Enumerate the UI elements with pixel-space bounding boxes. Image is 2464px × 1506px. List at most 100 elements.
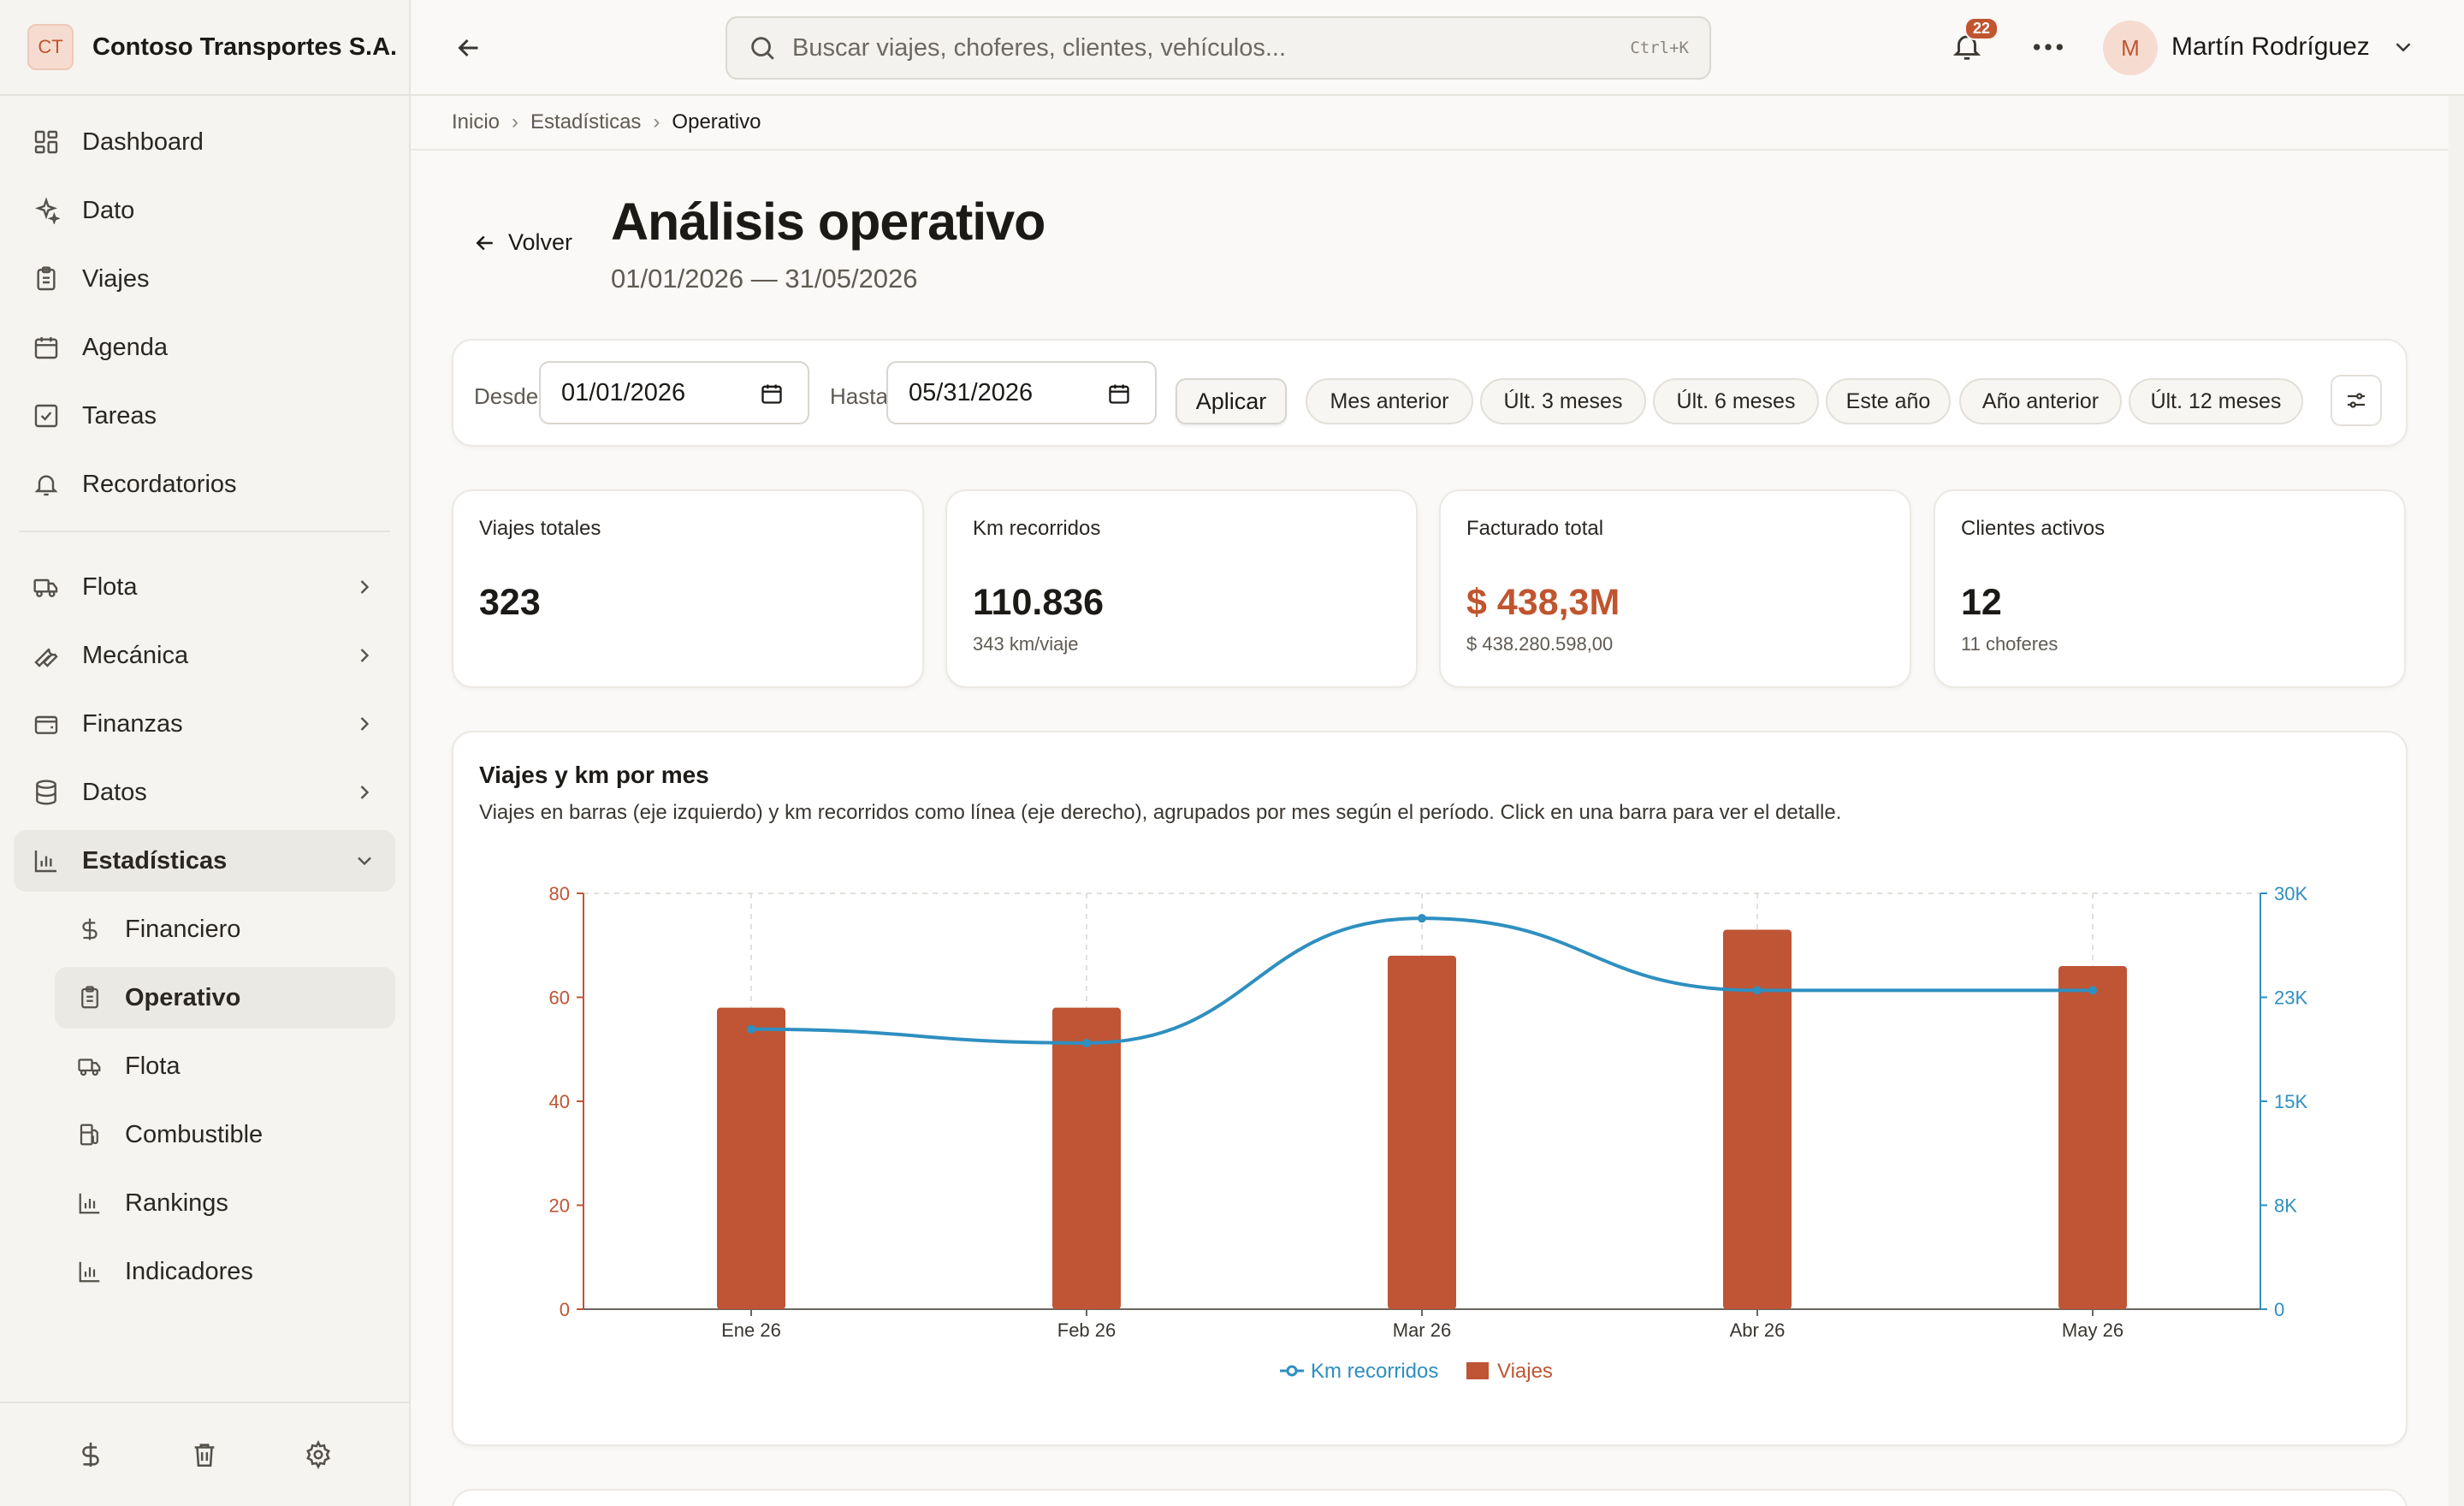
brand-badge: CT <box>27 24 74 70</box>
bar-chart-icon <box>77 1259 103 1284</box>
trash-icon[interactable] <box>190 1440 219 1469</box>
page-title: Análisis operativo <box>611 193 1045 251</box>
sidebar-item-dato[interactable]: Dato <box>14 180 395 241</box>
checkbox-icon <box>33 402 60 430</box>
sidebar-item-tareas[interactable]: Tareas <box>14 385 395 447</box>
preset-chip[interactable]: Este año <box>1826 378 1951 424</box>
chart-bar <box>1388 955 1456 1309</box>
kpi-value: 110.836 <box>973 582 1105 623</box>
legend-label-km: Km recorridos <box>1311 1360 1438 1383</box>
kpi-value: 12 <box>1961 582 2002 623</box>
sidebar-subitem-label: Financiero <box>125 915 241 943</box>
database-icon <box>33 779 60 806</box>
filter-settings-button[interactable] <box>2331 375 2382 426</box>
from-label: Desde <box>474 383 539 409</box>
search-bar[interactable]: Ctrl+K <box>726 16 1711 80</box>
to-date-value: 05/31/2026 <box>909 378 1034 406</box>
chevron-right-icon: › <box>653 110 660 133</box>
preset-chip[interactable]: Últ. 12 meses <box>2129 378 2303 424</box>
preset-chip[interactable]: Últ. 6 meses <box>1653 378 1819 424</box>
kpi-label: Clientes activos <box>1961 517 2106 540</box>
sidebar-subitem-label: Flota <box>125 1052 181 1080</box>
arrow-left-icon <box>476 235 493 250</box>
left-tick-label: 20 <box>549 1195 570 1217</box>
sidebar-item-label: Finanzas <box>82 709 183 738</box>
sidebar-subitem-financiero[interactable]: Financiero <box>55 898 395 960</box>
km-point <box>1418 914 1426 923</box>
preset-chip[interactable]: Año anterior <box>1959 378 2122 424</box>
kpi-label: Km recorridos <box>973 517 1101 540</box>
from-date-input[interactable]: 01/01/2026 <box>539 361 809 424</box>
brand[interactable]: CT Contoso Transportes S.A. <box>0 0 409 96</box>
to-label: Hasta <box>830 383 888 409</box>
preset-chip[interactable]: Mes anterior <box>1306 378 1473 424</box>
sidebar-item-recordatorios[interactable]: Recordatorios <box>14 454 395 515</box>
sidebar-item-label: Estadísticas <box>82 846 228 875</box>
chevron-down-icon[interactable] <box>2390 34 2416 60</box>
chevron-right-icon: › <box>512 110 519 133</box>
sidebar-group-finanzas[interactable]: Finanzas <box>14 693 395 755</box>
sidebar-subitem-combustible[interactable]: Combustible <box>55 1104 395 1165</box>
sidebar-subitem-label: Combustible <box>125 1120 264 1148</box>
bell-icon <box>33 471 60 498</box>
sidebar-item-viajes[interactable]: Viajes <box>14 248 395 310</box>
user-name[interactable]: Martín Rodríguez <box>2171 33 2370 61</box>
sidebar-divider <box>19 531 390 532</box>
sidebar-group-estadisticas[interactable]: Estadísticas <box>14 830 395 892</box>
chart-bar <box>717 1007 785 1309</box>
sidebar-subitem-rankings[interactable]: Rankings <box>55 1172 395 1234</box>
calendar-icon[interactable] <box>760 382 784 406</box>
kpi-card-viajes: Viajes totales 323 <box>452 489 924 688</box>
sidebar-item-dashboard[interactable]: Dashboard <box>14 111 395 173</box>
dollar-icon[interactable] <box>76 1440 105 1469</box>
notification-badge: 22 <box>1964 17 1999 40</box>
breadcrumb-current: Operativo <box>672 110 761 133</box>
back-button[interactable]: Volver <box>472 229 572 256</box>
sidebar-item-label: Tareas <box>82 401 157 430</box>
right-tick-label: 8K <box>2274 1195 2297 1217</box>
preset-chip[interactable]: Últ. 3 meses <box>1480 378 1646 424</box>
sidebar-item-agenda[interactable]: Agenda <box>14 317 395 378</box>
sidebar-footer <box>0 1402 409 1506</box>
sidebar-item-label: Dashboard <box>82 127 204 156</box>
x-tick-label: Mar 26 <box>1393 1319 1451 1341</box>
sidebar-subitem-operativo[interactable]: Operativo <box>55 967 395 1029</box>
topbar: Ctrl+K 22 M Martín Rodríguez <box>411 0 2464 96</box>
legend-line-dot <box>1286 1365 1298 1377</box>
chevron-down-icon <box>358 857 371 866</box>
sparkles-icon <box>33 197 60 224</box>
sidebar-subitem-flota[interactable]: Flota <box>55 1035 395 1097</box>
kpi-value: 323 <box>479 582 541 623</box>
kpi-sub: $ 438.280.598,00 <box>1466 633 1614 655</box>
search-shortcut: Ctrl+K <box>1630 39 1689 57</box>
breadcrumb-item[interactable]: Inicio <box>452 110 500 133</box>
arrow-left-icon[interactable] <box>453 33 484 63</box>
breadcrumb-item[interactable]: Estadísticas <box>530 110 642 133</box>
gear-icon[interactable] <box>304 1440 333 1469</box>
sidebar-group-datos[interactable]: Datos <box>14 762 395 823</box>
dollar-icon <box>77 916 103 942</box>
truck-icon <box>33 573 60 601</box>
sidebar-subitem-label: Indicadores <box>125 1257 253 1285</box>
sidebar-subitem-indicadores[interactable]: Indicadores <box>55 1241 395 1302</box>
sidebar-item-label: Agenda <box>82 333 168 361</box>
sidebar-nav: Dashboard Dato Viajes Agenda Tareas Reco… <box>0 96 409 1302</box>
chart-bar <box>1052 1007 1121 1309</box>
search-icon <box>751 37 774 60</box>
chart-card: Viajes y km por mes Viajes en barras (ej… <box>452 731 2408 1446</box>
bar-chart-icon <box>77 1190 103 1216</box>
sidebar-group-mecanica[interactable]: Mecánica <box>14 625 395 686</box>
back-label: Volver <box>508 229 573 255</box>
apply-button[interactable]: Aplicar <box>1176 378 1287 424</box>
more-icon[interactable] <box>2031 34 2065 60</box>
sidebar-group-flota[interactable]: Flota <box>14 556 395 618</box>
calendar-icon[interactable] <box>1107 382 1131 406</box>
search-input[interactable] <box>792 33 1562 62</box>
right-tick-label: 0 <box>2274 1299 2284 1320</box>
combo-chart[interactable]: 0 20 40 60 80 0 8K 15K 23K 30K Ene 26 Feb 26 Mar 26 A… <box>453 732 2409 1448</box>
avatar[interactable]: M <box>2103 21 2158 75</box>
scrollbar[interactable] <box>2449 96 2464 1506</box>
breadcrumb: Inicio › Estadísticas › Operativo <box>411 96 2449 151</box>
to-date-input[interactable]: 05/31/2026 <box>886 361 1157 424</box>
km-point <box>1753 986 1762 995</box>
